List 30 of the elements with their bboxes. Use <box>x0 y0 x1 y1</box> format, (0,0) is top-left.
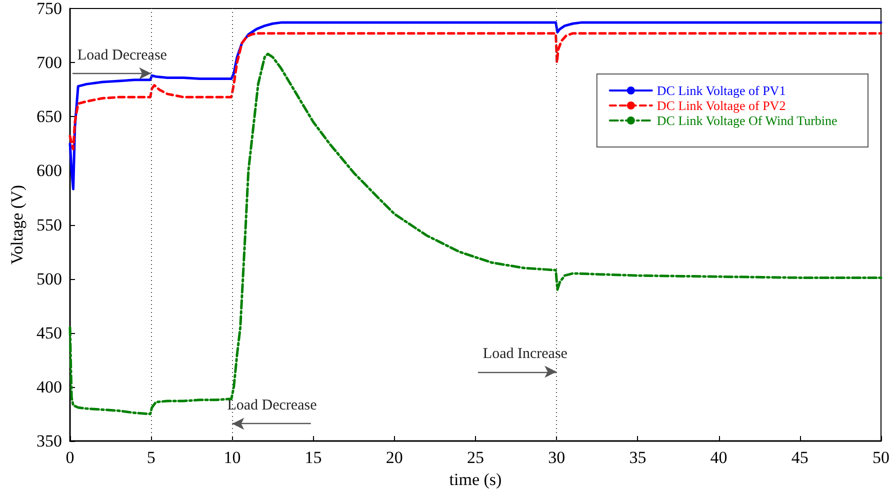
x-tick-label: 25 <box>467 448 484 467</box>
y-tick-label: 550 <box>36 215 62 234</box>
x-tick-label: 15 <box>304 448 322 467</box>
y-tick-label: 750 <box>36 0 62 18</box>
legend-label: DC Link Voltage of PV2 <box>656 98 786 113</box>
x-tick-label: 20 <box>386 448 403 467</box>
x-axis-title: time (s) <box>449 470 502 489</box>
x-tick-label: 35 <box>629 448 646 467</box>
x-tick-label: 40 <box>710 448 728 467</box>
x-tick-label: 5 <box>146 448 156 467</box>
y-tick-label: 650 <box>36 107 62 126</box>
x-tick-label: 45 <box>791 448 808 467</box>
x-tick-label: 50 <box>872 448 890 467</box>
x-tick-label: 30 <box>548 448 566 467</box>
y-tick-label: 450 <box>36 323 62 342</box>
ref-line-label: Load Decrease <box>227 398 318 414</box>
line-series <box>68 21 882 190</box>
y-tick-label: 500 <box>36 269 62 288</box>
y-tick-label: 400 <box>36 377 62 396</box>
x-tick-label: 0 <box>66 448 74 467</box>
legend-label: DC Link Voltage Of Wind Turbine <box>656 113 838 128</box>
ref-line-label: Load Increase <box>482 346 568 362</box>
line-series <box>68 32 882 150</box>
y-tick-label: 700 <box>36 53 62 72</box>
ref-line-label: Load Decrease <box>77 47 168 64</box>
y-tick-label: 600 <box>36 161 62 180</box>
x-tick-label: 10 <box>224 448 241 467</box>
y-axis-title: Voltage (V) <box>8 185 27 264</box>
legend-label: DC Link Voltage of PV1 <box>656 83 786 98</box>
y-tick-label: 350 <box>36 432 62 450</box>
